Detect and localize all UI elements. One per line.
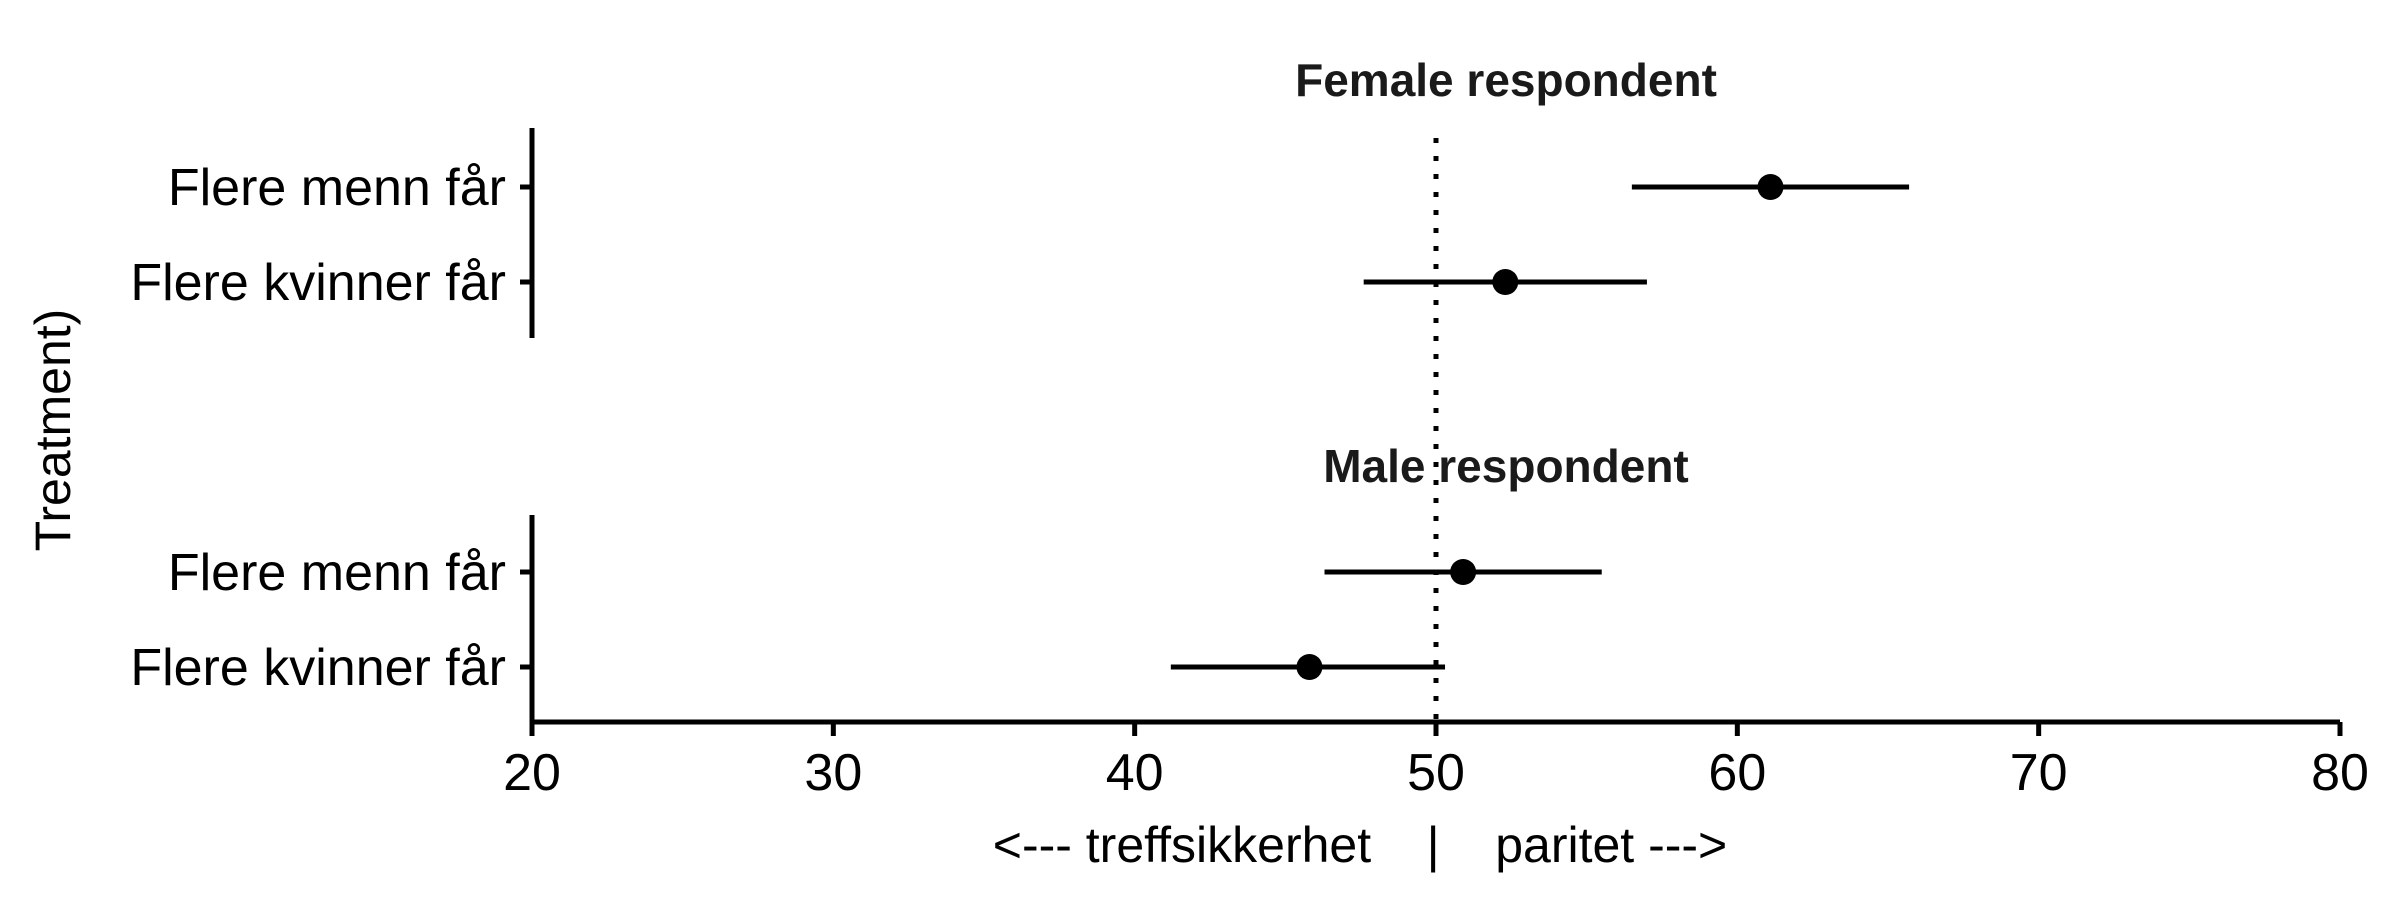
point-estimate — [1296, 654, 1323, 680]
panel-title: Female respondent — [1295, 54, 1717, 106]
x-tick-label: 60 — [1708, 744, 1766, 802]
x-tick-label: 80 — [2311, 744, 2369, 802]
category-label: Flere menn får — [168, 544, 506, 602]
point-estimate — [1450, 559, 1477, 585]
x-tick-label: 30 — [804, 744, 862, 802]
category-label: Flere kvinner får — [130, 254, 506, 312]
point-estimate — [1492, 269, 1519, 295]
x-tick-label: 50 — [1407, 744, 1465, 802]
x-tick-label: 20 — [503, 744, 561, 802]
category-label: Flere menn får — [168, 159, 506, 217]
point-estimate — [1757, 174, 1784, 200]
x-tick-label: 40 — [1106, 744, 1164, 802]
x-axis-title: <--- treffsikkerhet | paritet ---> — [993, 817, 1727, 873]
y-axis-title: Treatment) — [25, 309, 81, 552]
x-tick-label: 70 — [2010, 744, 2068, 802]
category-label: Flere kvinner får — [130, 639, 506, 697]
panel-title: Male respondent — [1323, 440, 1689, 492]
